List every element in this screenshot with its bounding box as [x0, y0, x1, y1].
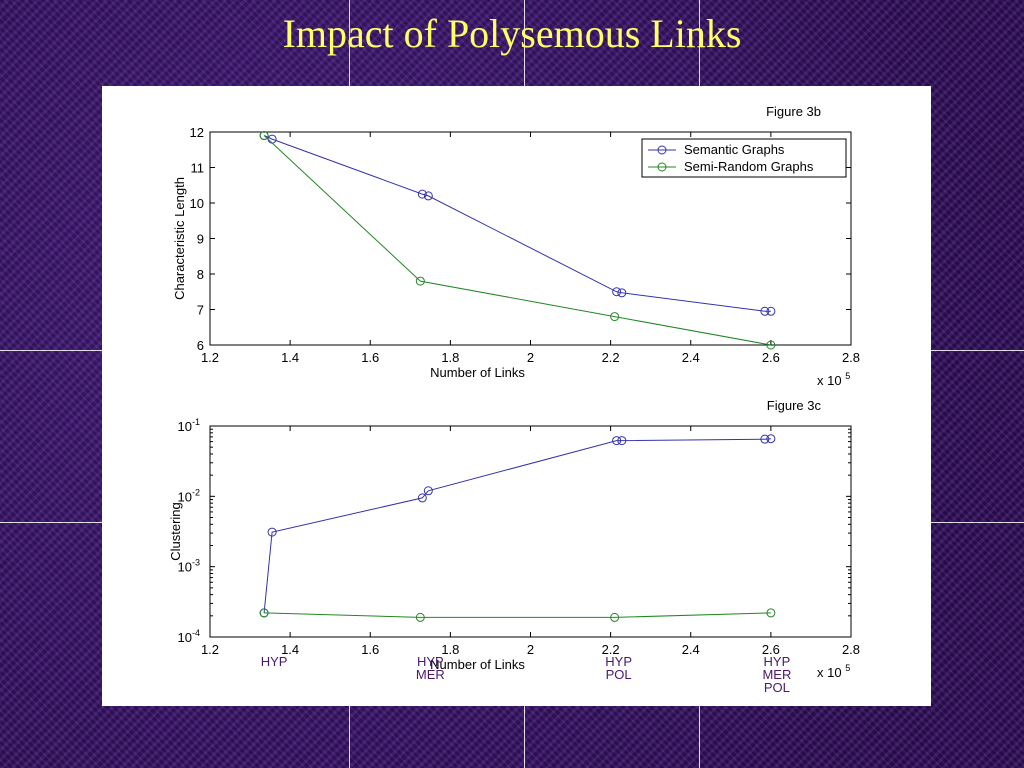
- fig3c-ytick-label: 10-3: [178, 558, 200, 575]
- fig3b-series-point-1: [259, 131, 269, 141]
- fig3c-title: Figure 3c: [767, 398, 822, 413]
- fig3c-annotation-label: HYP: [261, 654, 288, 669]
- fig3c-xtick-label: 2.4: [682, 642, 700, 657]
- fig3b-ylabel: Characteristic Length: [172, 177, 187, 300]
- fig3b-ytick-label: 7: [197, 303, 204, 318]
- fig3c-series-point-1: [610, 612, 620, 622]
- fig3b-title: Figure 3b: [766, 104, 821, 119]
- fig3c-annotation-label: MER: [762, 667, 791, 682]
- fig3b-series-point-0: [423, 191, 433, 201]
- fig3b-x-multiplier: x 10 5: [817, 371, 850, 388]
- fig3b-series-line-1: [263, 135, 771, 346]
- fig3b-ytick-label: 9: [197, 232, 204, 247]
- fig3b-xtick-label: 2.4: [682, 350, 700, 365]
- fig3c-series-point-0: [417, 493, 427, 503]
- fig3c-xtick-label: 1.2: [201, 642, 219, 657]
- fig3b-series-point-1: [766, 340, 776, 350]
- fig3c-series-point-0: [766, 434, 776, 444]
- fig3c-annotation-label: MER: [416, 667, 445, 682]
- fig3c-series-point-1: [259, 608, 269, 618]
- fig3b-series-point-0: [417, 189, 427, 199]
- fig3c-xlabel: Number of Links: [430, 657, 525, 672]
- fig3b-xtick-label: 2: [527, 350, 534, 365]
- fig3c-series-point-0: [267, 527, 277, 537]
- fig3c-annotation-label: HYP: [764, 654, 791, 669]
- fig3c-series-line-0: [263, 438, 771, 613]
- fig3c-xtick-label: 2.2: [602, 642, 620, 657]
- fig3b-series-point-0: [766, 306, 776, 316]
- fig3c-annotation-label: POL: [764, 680, 790, 695]
- fig3c-annotation-label: HYP: [417, 654, 444, 669]
- fig3c-series-point-1: [766, 608, 776, 618]
- fig3b-ytick-label: 10: [190, 196, 204, 211]
- fig3b-xtick-label: 1.2: [201, 350, 219, 365]
- legend-label-0: Semantic Graphs: [684, 142, 785, 157]
- fig3c-x-multiplier: x 10 5: [817, 663, 850, 680]
- fig3b-series-point-1: [610, 312, 620, 322]
- fig3c-xtick-label: 1.8: [441, 642, 459, 657]
- fig3c-plot-frame: [209, 425, 852, 638]
- fig3c-ytick-label: 10-4: [178, 628, 200, 645]
- fig3c-series-point-0: [612, 436, 622, 446]
- fig3b-xtick-label: 1.4: [281, 350, 299, 365]
- fig3c-xtick-label: 2: [527, 642, 534, 657]
- figure-panel: 1.2 1.4 1.6 1.8 2 2.2 2.4 2.6 2.8 6 7 8 9 10 11 12 Figur…: [102, 86, 931, 706]
- fig3b-xtick-label: 2.8: [842, 350, 860, 365]
- fig3b-xtick-label: 2.2: [602, 350, 620, 365]
- fig3c-xtick-label: 2.8: [842, 642, 860, 657]
- legend-marker-0: [657, 145, 667, 155]
- fig3c-xtick-label: 2.6: [762, 642, 780, 657]
- fig3b-ytick-label: 8: [197, 267, 204, 282]
- fig3c-series-point-0: [423, 486, 433, 496]
- fig3b-series-point-0: [760, 306, 770, 316]
- fig3c-ytick-label: 10-2: [178, 487, 200, 504]
- legend-box: [641, 138, 847, 178]
- fig3b-xtick-label: 1.8: [441, 350, 459, 365]
- legend-marker-1: [657, 162, 667, 172]
- legend-label-1: Semi-Random Graphs: [684, 159, 814, 174]
- fig3c-xtick-label: 1.6: [361, 642, 379, 657]
- fig3b-xtick-label: 1.6: [361, 350, 379, 365]
- fig3c-series-point-0: [760, 434, 770, 444]
- fig3b-series-point-0: [617, 288, 627, 298]
- fig3b-ytick-label: 11: [191, 161, 205, 176]
- fig3c-annotation-label: POL: [606, 667, 632, 682]
- fig3c-series-point-1: [415, 612, 425, 622]
- figure-svg: 1.2 1.4 1.6 1.8 2 2.2 2.4 2.6 2.8 6 7 8 9 10 11 12 Figur…: [168, 104, 860, 695]
- fig3c-series-point-0: [617, 436, 627, 446]
- fig3b-xlabel: Number of Links: [430, 365, 525, 380]
- fig3b-series-line-0: [263, 135, 771, 312]
- fig3b-xtick-label: 2.6: [762, 350, 780, 365]
- fig3c-annotation-label: HYP: [605, 654, 632, 669]
- fig3c-xtick-label: 1.4: [281, 642, 299, 657]
- fig3c-series-line-1: [264, 612, 771, 618]
- slide-title: Impact of Polysemous Links: [282, 11, 742, 56]
- fig3c-ytick-label: 10-1: [178, 417, 200, 434]
- fig3b-ytick-label: 6: [197, 338, 204, 353]
- fig3b-ytick-label: 12: [190, 125, 204, 140]
- fig3b-series-point-0: [612, 287, 622, 297]
- fig3c-ylabel: Clustering: [168, 502, 183, 561]
- fig3b-series-point-1: [415, 276, 425, 286]
